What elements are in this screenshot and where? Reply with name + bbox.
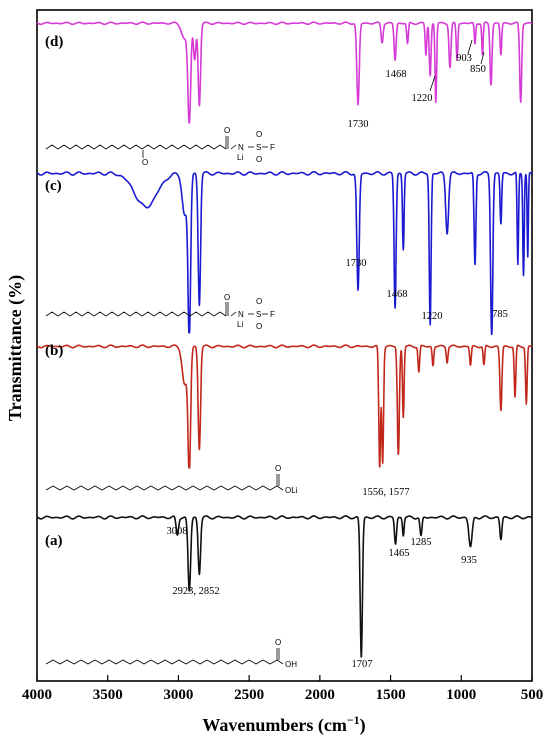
x-tick-label: 1500 <box>376 687 406 703</box>
peak-leader-d-1220 <box>429 75 436 92</box>
peak-label-d-1220: 1220 <box>412 93 433 104</box>
structure-c-label-f: F <box>270 310 275 319</box>
peak-label-a-3008: 3008 <box>167 526 188 537</box>
structure-d-label-o: O <box>142 158 148 167</box>
spectrum-line-a <box>36 515 533 658</box>
structure-d-label-o4: O <box>256 155 262 164</box>
peak-label-d-1468: 1468 <box>386 69 407 80</box>
structure-c-label-o3: O <box>256 322 262 331</box>
structure-c-label-li: Li <box>237 320 243 329</box>
y-axis-title: Transmittance (%) <box>5 275 26 421</box>
structure-c-bond-n <box>230 311 237 317</box>
peak-label-c-1730: 1730 <box>346 258 367 269</box>
structure-a <box>45 648 284 665</box>
x-tick-label: 2500 <box>234 687 264 703</box>
peak-label-a-2923-2852: 2923, 2852 <box>172 586 219 597</box>
structure-a-label-oh: OH <box>285 660 297 669</box>
structure-c <box>45 302 268 317</box>
x-tick-label: 4000 <box>22 687 52 703</box>
x-axis-ticks: 4000 3500 3000 2500 2000 1500 1000 500 <box>22 675 543 703</box>
structure-c-label-n: N <box>238 310 244 319</box>
structure-d-label-s: S <box>256 143 261 152</box>
spectrum-line-d <box>36 21 533 124</box>
structure-b-bond-o <box>276 485 284 491</box>
structure-b <box>45 474 284 491</box>
structure-b-label-o: O <box>275 464 281 473</box>
spectra-layer <box>36 21 533 658</box>
structure-b-label-oli: OLi <box>285 486 298 495</box>
peak-label-b-1556-1577: 1556, 1577 <box>362 487 409 498</box>
peak-label-d-1730: 1730 <box>348 119 369 130</box>
peak-label-d-850: 850 <box>470 64 486 75</box>
panel-label-b: (b) <box>45 343 63 359</box>
structure-a-label-o: O <box>275 638 281 647</box>
peak-leader-d-850 <box>480 51 485 65</box>
x-tick-label: 500 <box>521 687 544 703</box>
peak-label-a-1465: 1465 <box>389 548 410 559</box>
panel-label-d: (d) <box>45 34 63 50</box>
x-axis-title: Wavenumbers (cm−1) <box>202 713 365 736</box>
peak-label-a-1285: 1285 <box>411 537 432 548</box>
x-tick-label: 1000 <box>446 687 476 703</box>
structure-c-label-s: S <box>256 310 261 319</box>
peak-label-a-1707: 1707 <box>352 659 373 670</box>
structure-d-chain <box>45 144 221 150</box>
x-tick-label: 3500 <box>93 687 123 703</box>
structure-c-label-o2: O <box>256 297 262 306</box>
structure-d-label-o3: O <box>256 130 262 139</box>
structure-d <box>45 136 268 158</box>
structure-b-chain <box>45 485 278 491</box>
structure-d-label-f: F <box>270 143 275 152</box>
peak-label-a-935: 935 <box>461 555 477 566</box>
peak-label-c-785: 785 <box>492 309 508 320</box>
panel-label-c: (c) <box>45 178 62 194</box>
structure-d-label-li: Li <box>237 153 243 162</box>
structure-a-chain <box>45 659 278 665</box>
x-tick-label: 3000 <box>163 687 193 703</box>
structure-d-label-o2: O <box>224 126 230 135</box>
structure-c-label-o: O <box>224 293 230 302</box>
structure-c-chain <box>45 311 221 317</box>
spectrum-line-b <box>36 344 533 469</box>
peak-label-c-1220: 1220 <box>422 311 443 322</box>
structure-c-bond <box>219 311 227 317</box>
x-tick-label: 2000 <box>305 687 335 703</box>
structure-d-bond <box>219 144 227 150</box>
structure-a-bond-o <box>276 659 284 665</box>
peak-leader-d-903 <box>467 39 473 55</box>
structure-d-label-n: N <box>238 143 244 152</box>
structure-d-bond-n <box>230 144 237 150</box>
panel-label-a: (a) <box>45 533 63 549</box>
spectrum-line-c <box>36 170 533 336</box>
peak-label-d-903: 903 <box>456 53 472 64</box>
peak-label-c-1468: 1468 <box>387 289 408 300</box>
